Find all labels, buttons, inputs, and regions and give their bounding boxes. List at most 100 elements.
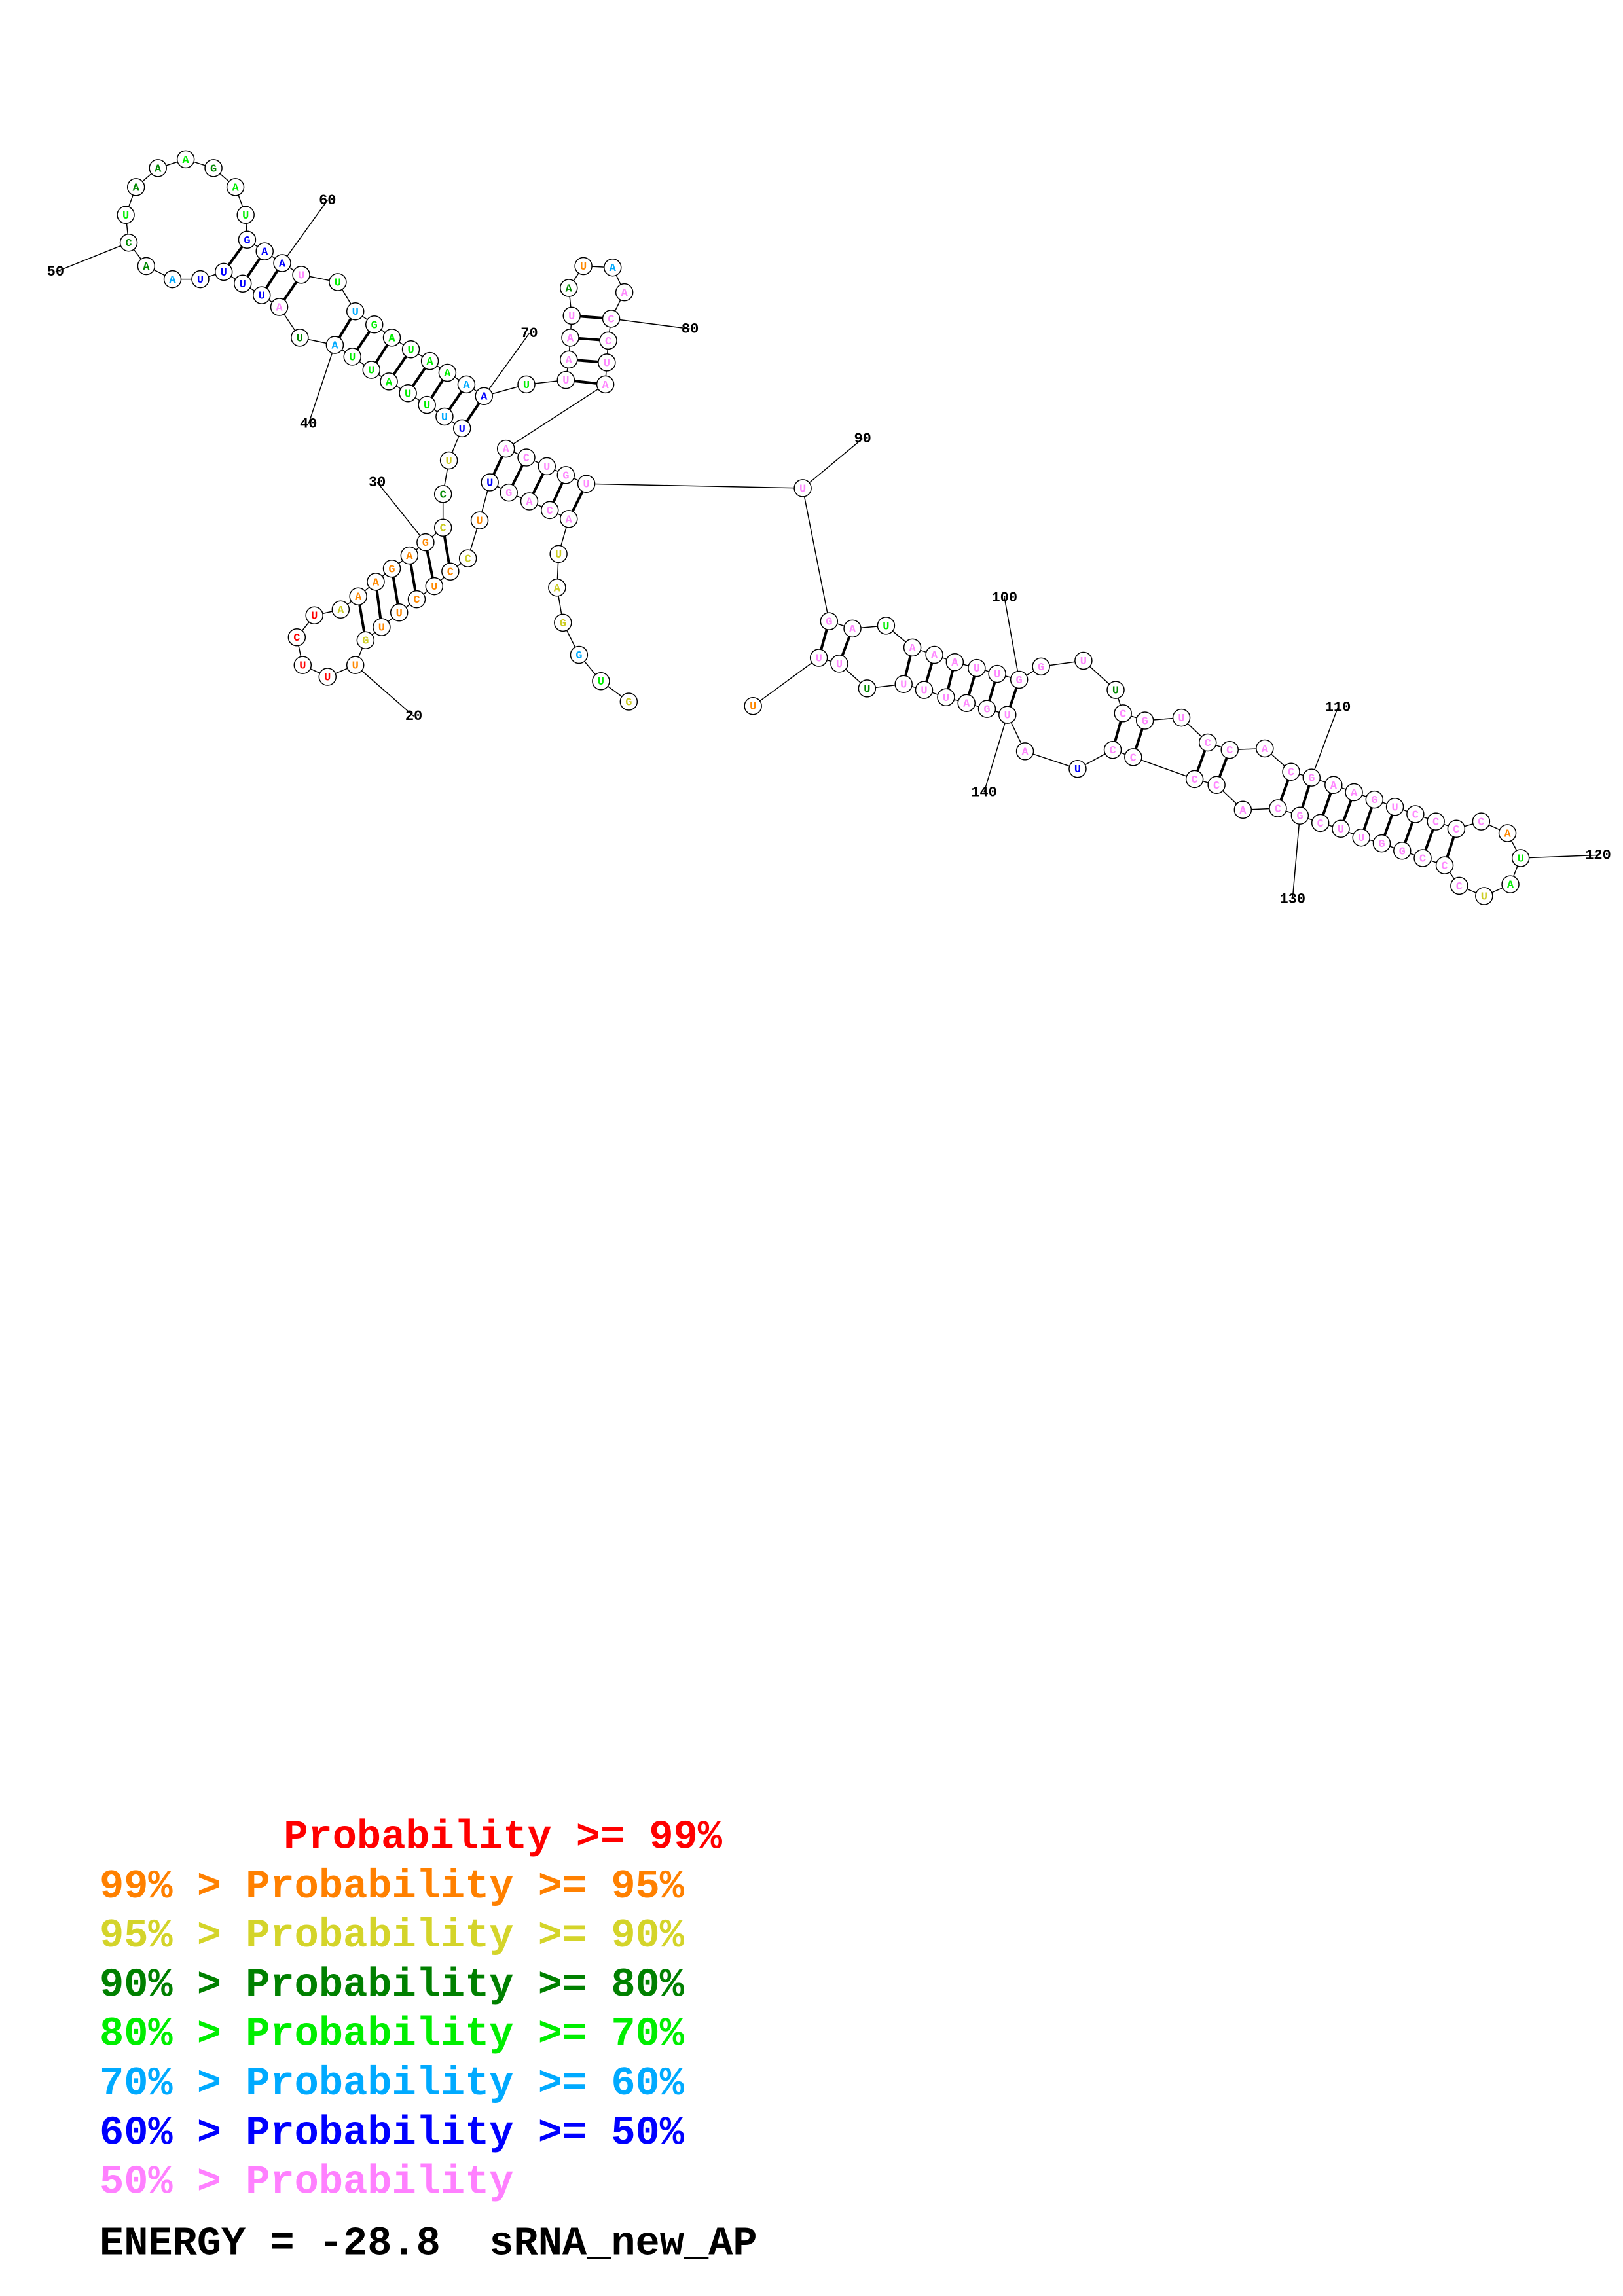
base-letter: U (259, 291, 265, 303)
base-letter: G (983, 704, 990, 717)
base-letter: C (1120, 708, 1126, 721)
base-letter: U (568, 311, 575, 323)
base-letter: G (371, 319, 378, 332)
nucleotide (538, 457, 556, 476)
base-letter: A (503, 444, 510, 456)
label-leader (308, 344, 336, 424)
nucleotide (988, 664, 1006, 683)
label-leader (983, 714, 1008, 793)
nucleotide (1068, 759, 1087, 778)
base-letter: U (242, 210, 249, 223)
base-letter: U (1338, 824, 1344, 836)
base-letter: U (580, 261, 587, 274)
base-letter: U (396, 607, 403, 620)
base-letter: A (1262, 744, 1269, 756)
nucleotide (1185, 770, 1204, 789)
nucleotide (592, 672, 610, 691)
base-letter: A (1239, 805, 1247, 817)
nucleotide (475, 387, 493, 405)
base-letter: U (197, 274, 204, 287)
legend-row: 60% > Probability >= 50% (100, 2109, 685, 2156)
base-letter: G (826, 617, 832, 629)
base-letter: C (440, 489, 447, 501)
nucleotide (418, 395, 436, 414)
backbone (505, 384, 606, 450)
nucleotide (809, 649, 828, 667)
base-letter: C (1441, 861, 1448, 873)
nucleotide (365, 315, 384, 334)
nucleotide (349, 587, 367, 605)
base-letter: U (441, 412, 448, 424)
base-letter: G (1399, 846, 1406, 858)
nucleotide (401, 340, 420, 359)
base-letter: C (1226, 745, 1233, 757)
base-letter: C (1419, 853, 1426, 865)
base-letter: C (1109, 745, 1116, 757)
base-letter: U (604, 357, 610, 370)
base-letter: U (1004, 710, 1011, 723)
nucleotide (399, 384, 417, 403)
base-letter: U (459, 423, 465, 436)
base-letter: U (446, 456, 452, 468)
nucleotide (540, 501, 559, 520)
position-label: 110 (1325, 700, 1351, 716)
nucleotide (382, 329, 401, 347)
nucleotide (439, 451, 458, 470)
nucleotide (1106, 681, 1125, 699)
base-letter: A (276, 302, 283, 314)
base-letter: U (555, 549, 562, 562)
base-letter: C (465, 554, 471, 566)
base-letter: C (608, 314, 614, 326)
base-letter: A (406, 550, 413, 563)
base-letter: U (1391, 802, 1398, 814)
base-letter: A (143, 261, 150, 274)
nucleotide (500, 483, 518, 502)
nucleotide (380, 372, 398, 391)
nucleotide (619, 692, 638, 711)
base-letter: U (994, 669, 1000, 681)
nucleotide (1427, 812, 1445, 831)
base-letter: G (562, 470, 569, 482)
base-letter: U (368, 365, 374, 378)
nucleotide (382, 560, 401, 578)
nucleotide (407, 590, 426, 609)
nucleotide (390, 603, 409, 622)
base-letter: C (1275, 804, 1281, 816)
base-letter: G (1016, 675, 1023, 687)
nucleotide (957, 694, 976, 712)
label-leader (282, 200, 328, 264)
nucleotide (1135, 711, 1154, 730)
legend-row: 50% > Probability (100, 2159, 514, 2206)
nucleotide (830, 655, 848, 673)
energy-line: ENERGY = -28.8 sRNA_new_AP (100, 2220, 757, 2267)
nucleotide (517, 375, 536, 394)
base-letter: G (560, 618, 566, 630)
nucleotide (117, 206, 135, 224)
nucleotide (574, 257, 593, 276)
position-label: 30 (369, 475, 386, 491)
base-letter: C (1478, 817, 1484, 829)
label-leader (1520, 854, 1599, 859)
nucleotide (1233, 800, 1252, 819)
base-letter: A (567, 332, 574, 345)
nucleotide (560, 279, 578, 297)
label-leader (1292, 816, 1301, 899)
nucleotide (598, 353, 616, 372)
nucleotide (481, 473, 499, 492)
base-letter: A (963, 698, 970, 711)
nucleotide (1498, 824, 1517, 842)
base-letter: A (931, 650, 938, 662)
base-letter: U (405, 388, 411, 401)
nucleotide (1372, 834, 1391, 853)
nucleotide (602, 310, 621, 328)
nucleotide (292, 266, 310, 284)
base-letter: A (554, 583, 561, 595)
position-label: 140 (971, 784, 997, 800)
label-leader (1311, 707, 1339, 778)
nucleotide (1413, 849, 1432, 867)
nucleotide (894, 675, 913, 693)
base-letter: C (1288, 767, 1294, 780)
base-letter: U (378, 622, 385, 635)
nucleotide (570, 645, 589, 664)
